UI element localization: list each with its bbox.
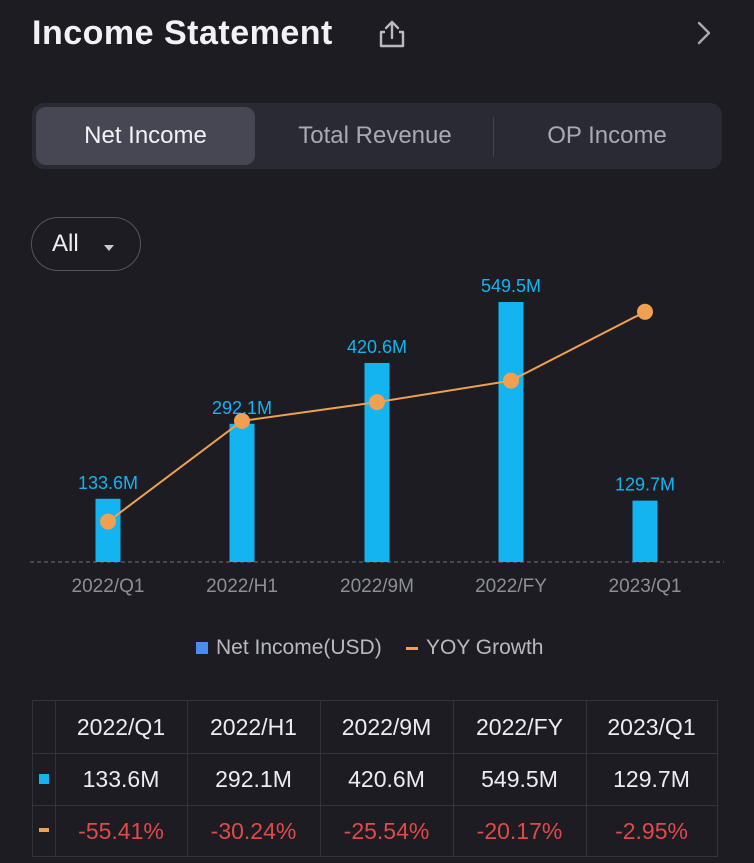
bar-value-label: 420.6M (347, 337, 407, 357)
chart-legend: Net Income(USD) YOY Growth (0, 632, 754, 664)
yoy-growth-row-marker (39, 828, 49, 832)
legend-net-income: Net Income(USD) (216, 636, 382, 659)
net-income-bar (632, 500, 658, 562)
period-filter-label: All (52, 230, 79, 257)
yoy-growth-cell: -55.41% (78, 818, 164, 844)
tab-total-revenue[interactable]: Total Revenue (298, 122, 452, 149)
table-divider (55, 701, 56, 856)
yoy-growth-point (234, 412, 250, 429)
share-icon[interactable] (377, 18, 407, 50)
table-header-cell: 2022/9M (341, 714, 432, 740)
tab-net-income[interactable]: Net Income (36, 107, 255, 165)
net-income-cell: 129.7M (613, 766, 690, 792)
bar-value-label: 549.5M (481, 276, 541, 296)
table-header-cell: 2022/Q1 (76, 714, 166, 740)
yoy-growth-point (503, 372, 519, 389)
data-table: 2022/Q1 2022/H1 2022/9M 2022/FY 2023/Q1 … (32, 700, 718, 857)
yoy-growth-legend-swatch (406, 647, 418, 650)
yoy-growth-cell: -30.24% (210, 818, 297, 844)
net-income-bar (229, 423, 255, 562)
x-axis-tick-label: 2023/Q1 (609, 576, 682, 597)
bar-value-label: 133.6M (78, 473, 138, 493)
x-axis-tick-label: 2022/Q1 (72, 576, 145, 597)
table-divider (33, 805, 717, 806)
yoy-growth-cell: -25.54% (343, 818, 430, 844)
x-axis-tick-label: 2022/9M (340, 576, 414, 597)
net-income-bar (95, 498, 121, 562)
bar-value-label: 129.7M (615, 475, 675, 495)
table-header-cell: 2022/H1 (210, 714, 297, 740)
x-axis-tick-label: 2022/H1 (206, 576, 278, 597)
net-income-bar (364, 362, 390, 562)
table-header-cell: 2023/Q1 (607, 714, 696, 740)
net-income-cell: 133.6M (82, 766, 160, 792)
tab-divider (493, 117, 494, 157)
yoy-growth-cell: -2.95% (615, 818, 688, 844)
header: Income Statement (0, 0, 754, 72)
page-title: Income Statement (32, 14, 333, 52)
yoy-growth-point (369, 394, 385, 411)
x-axis-tick-label: 2022/FY (475, 576, 547, 597)
yoy-growth-point (100, 513, 116, 530)
table-divider (453, 701, 454, 856)
table-divider (586, 701, 587, 856)
net-income-chart: 133.6M 292.1M 420.6M 549.5M 129.7M 2022/Q1 202… (0, 270, 754, 610)
metric-tabs: Net Income Total Revenue OP Income (32, 103, 722, 169)
chevron-right-icon[interactable] (690, 18, 718, 48)
net-income-row-marker (39, 774, 49, 784)
caret-down-icon (102, 240, 116, 251)
chart-canvas: 133.6M 292.1M 420.6M 549.5M 129.7M 2022/Q1 202… (30, 276, 724, 597)
period-filter-dropdown[interactable]: All (31, 217, 141, 271)
net-income-cell: 549.5M (481, 766, 558, 792)
table-divider (33, 753, 717, 754)
table-header-cell: 2022/FY (476, 714, 563, 740)
net-income-cell: 420.6M (348, 766, 425, 792)
yoy-growth-cell: -20.17% (476, 818, 563, 844)
yoy-growth-point (637, 303, 653, 320)
net-income-cell: 292.1M (215, 766, 292, 792)
net-income-legend-swatch (196, 642, 208, 654)
bar-value-label: 292.1M (212, 398, 272, 418)
legend-yoy-growth: YOY Growth (426, 636, 544, 659)
table-divider (187, 701, 188, 856)
tab-op-income[interactable]: OP Income (547, 122, 667, 149)
net-income-bar (498, 302, 524, 562)
table-divider (320, 701, 321, 856)
